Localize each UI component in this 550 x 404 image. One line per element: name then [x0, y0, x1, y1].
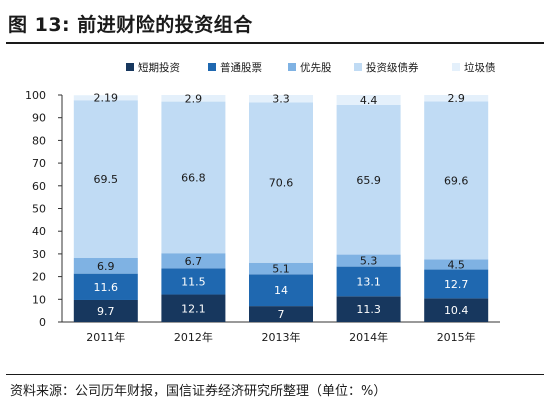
- legend-swatch-1: [126, 63, 134, 71]
- bar-segment: [336, 104, 401, 255]
- y-tick-label: 100: [25, 89, 46, 102]
- data-label: 66.8: [181, 171, 206, 184]
- bar-segment: [161, 101, 226, 254]
- bar-segment: [249, 274, 313, 307]
- y-tick-label: 90: [32, 112, 46, 125]
- data-label: 13.1: [356, 275, 381, 288]
- legend-label-3: 优先股: [300, 61, 332, 74]
- legend-swatch-5: [452, 63, 460, 71]
- bar-segment: [73, 299, 138, 322]
- y-tick-label: 30: [32, 248, 46, 261]
- bar-segment: [249, 102, 313, 263]
- legend-swatch-3: [288, 63, 296, 71]
- data-label: 6.7: [185, 255, 203, 268]
- x-tick-label: 2012年: [174, 330, 213, 344]
- title-divider: [6, 42, 544, 44]
- data-label: 2.9: [185, 92, 203, 105]
- bar-segment: [424, 298, 489, 322]
- bar-segment: [424, 95, 489, 102]
- data-label: 10.4: [444, 304, 469, 317]
- y-tick-label: 70: [32, 157, 46, 170]
- data-label: 4.5: [447, 258, 465, 271]
- y-tick-label: 40: [32, 225, 46, 238]
- legend-label-4: 投资级债券: [366, 61, 419, 74]
- bar-segment: [161, 95, 226, 102]
- bar-segment: [336, 95, 401, 105]
- x-tick-label: 2014年: [349, 330, 388, 344]
- data-label: 65.9: [356, 174, 381, 187]
- bar-segment: [73, 257, 138, 274]
- data-label: 12.1: [181, 302, 206, 315]
- data-label: 3.3: [272, 93, 290, 106]
- data-label: 2.9: [447, 92, 465, 105]
- y-tick-label: 80: [32, 134, 46, 147]
- data-label: 6.9: [97, 260, 115, 273]
- data-label: 11.5: [181, 275, 206, 288]
- bar-segment: [424, 269, 489, 299]
- data-label: 69.6: [444, 174, 469, 187]
- legend-label-2: 普通股票: [220, 61, 262, 74]
- legend-label-1: 短期投资: [138, 61, 180, 74]
- bar-segment: [336, 254, 401, 267]
- y-tick-label: 50: [32, 203, 46, 216]
- y-tick-label: 10: [32, 293, 46, 306]
- bar-segment: [424, 101, 489, 260]
- x-tick-label: 2013年: [262, 330, 301, 344]
- figure-title: 图 13: 前进财险的投资组合: [8, 14, 253, 36]
- bar-segment: [249, 262, 313, 275]
- bar-segment: [73, 95, 138, 101]
- data-label: 5.1: [272, 263, 290, 276]
- bar-segment: [161, 294, 226, 322]
- y-tick-label: 20: [32, 271, 46, 284]
- data-label: 11.3: [356, 303, 381, 316]
- bar-segment: [161, 253, 226, 269]
- bar-segment: [73, 273, 138, 300]
- data-label: 14: [274, 284, 288, 297]
- data-label: 12.7: [444, 278, 469, 291]
- bar-segment: [249, 95, 313, 103]
- y-tick-label: 60: [32, 180, 46, 193]
- source-divider: [6, 374, 544, 375]
- legend-label-5: 垃圾债: [464, 61, 496, 74]
- bar-segment: [424, 259, 489, 270]
- data-label: 9.7: [97, 305, 115, 318]
- data-label: 4.4: [360, 94, 378, 107]
- data-label: 7: [278, 308, 285, 321]
- data-label: 70.6: [269, 177, 294, 190]
- x-tick-label: 2011年: [86, 330, 125, 344]
- data-label: 5.3: [360, 255, 378, 268]
- legend-swatch-4: [354, 63, 362, 71]
- y-tick-label: 0: [39, 316, 46, 329]
- data-label: 2.19: [94, 92, 119, 105]
- legend-swatch-2: [208, 63, 216, 71]
- bar-segment: [249, 306, 313, 322]
- source-note: 资料来源：公司历年财报，国信证券经济研究所整理（单位：%）: [10, 384, 387, 399]
- bar-segment: [336, 296, 401, 322]
- bar-segment: [336, 266, 401, 297]
- data-label: 11.6: [94, 281, 119, 294]
- stacked-bar-chart: 短期投资 普通股票 优先股 投资级债券 垃圾债 0 10 20 30 40 50 60 70 80 90 10…: [25, 61, 500, 344]
- data-label: 69.5: [94, 173, 119, 186]
- bar-segment: [73, 100, 138, 258]
- x-tick-label: 2015年: [437, 330, 476, 344]
- bar-segment: [161, 268, 226, 295]
